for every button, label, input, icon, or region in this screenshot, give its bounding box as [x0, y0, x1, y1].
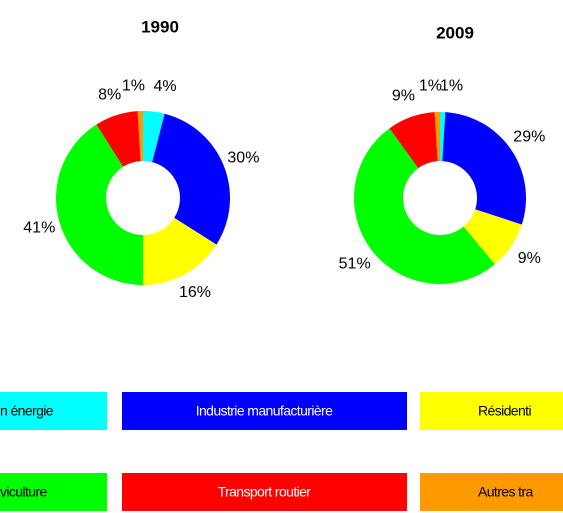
- donut-slice: [434, 112, 440, 162]
- legend-label: Résidenti: [478, 403, 531, 419]
- chart-title: 1990: [141, 17, 179, 36]
- donut-slice: [56, 124, 143, 285]
- data-label: 16%: [179, 284, 211, 301]
- legend-label: Autres tra: [478, 484, 534, 500]
- donut-slice: [463, 209, 522, 265]
- donut-slice: [143, 217, 217, 285]
- data-label: 8%: [98, 87, 121, 104]
- data-label: 1%: [440, 77, 463, 94]
- legend-label: viculture: [0, 484, 48, 500]
- donut-slice: [389, 112, 438, 169]
- legend-swatch: [420, 392, 563, 430]
- donut-slice: [143, 111, 165, 163]
- data-label: 4%: [153, 78, 176, 95]
- legend-label: Industrie manufacturière: [196, 403, 333, 419]
- donut-slice: [137, 111, 143, 162]
- legend-swatch: [122, 392, 407, 430]
- legend-swatch: [420, 473, 563, 511]
- data-label: 51%: [339, 255, 371, 272]
- legend-swatch: [0, 392, 107, 430]
- data-label: 9%: [518, 250, 541, 267]
- legend-label: Transport routier: [218, 484, 312, 500]
- donut-slice: [96, 111, 141, 167]
- data-label: 41%: [23, 219, 55, 236]
- donut-slice: [440, 112, 446, 162]
- chart-title: 2009: [436, 23, 474, 42]
- data-label: 1%: [122, 77, 145, 94]
- donut-slice: [152, 113, 230, 245]
- donut-slice: [442, 112, 526, 225]
- data-label: 30%: [227, 149, 259, 166]
- legend-swatch: [122, 473, 407, 511]
- legend-swatch: [0, 473, 107, 511]
- data-label: 1%: [419, 77, 442, 94]
- data-label: 9%: [392, 88, 415, 105]
- legend-label: n énergie: [0, 403, 54, 419]
- data-label: 29%: [513, 129, 545, 146]
- donut-slice: [353, 128, 495, 285]
